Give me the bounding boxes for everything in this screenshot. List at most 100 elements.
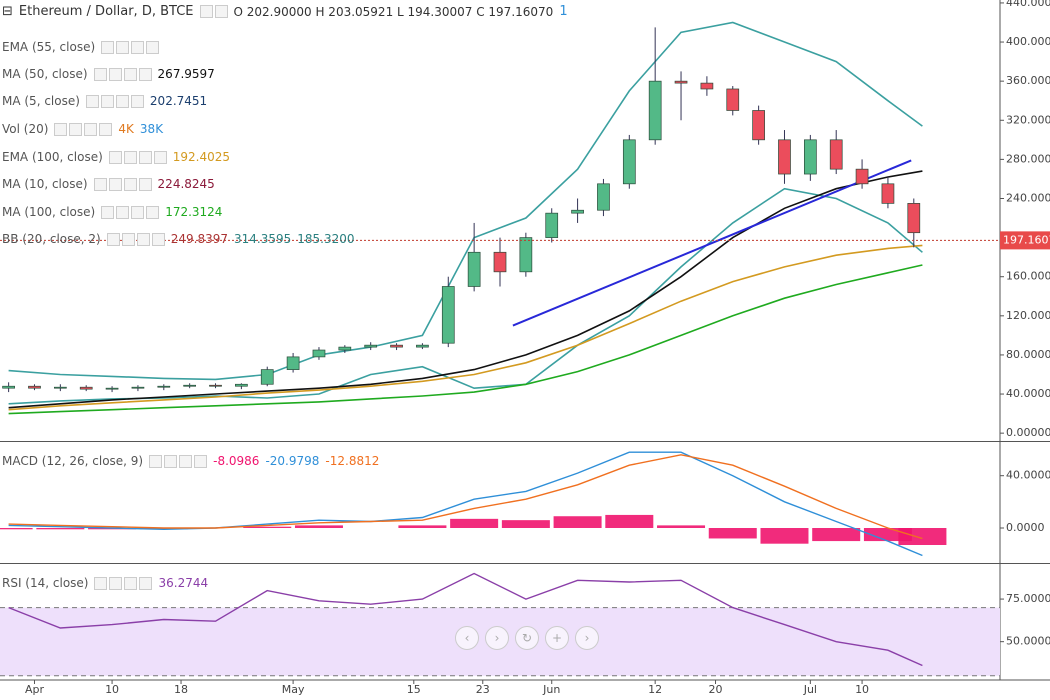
candle-body (752, 110, 765, 141)
x-tick-label: 20 (709, 683, 723, 696)
candle-body (493, 251, 507, 273)
macd-histogram-bar (553, 516, 602, 528)
indicator-line (8, 187, 923, 405)
indicator-name[interactable]: Vol (20) (2, 122, 49, 136)
x-tick-label: 23 (476, 683, 490, 696)
candle-body (597, 183, 610, 211)
zoom-out[interactable]: ‹ (455, 626, 479, 650)
indicator-name[interactable]: BB (20, close, 2) (2, 232, 101, 246)
ohlc: O 202.90000 H 203.05921 L 194.30007 C 19… (233, 4, 554, 19)
candle-body (260, 369, 274, 385)
indicator-legend: RSI (14, close) 36.2744 (2, 576, 208, 590)
candle-body (131, 386, 145, 389)
y-tick-label: 120.00000 (1006, 309, 1050, 322)
candle-body (778, 139, 791, 175)
indicator-value: 249.8397 (170, 232, 228, 246)
candle-body (312, 349, 326, 358)
y-tick-label: 160.00000 (1006, 270, 1050, 283)
candle-body (338, 346, 352, 351)
indicator-controls (93, 177, 152, 191)
last-price-tag (1000, 231, 1050, 250)
indicator-legend: MA (5, close) 202.7451 (2, 94, 207, 108)
y-tick-label: 80.00000 (1006, 348, 1050, 361)
symbol-title[interactable]: Ethereum / Dollar, D, BTCE (18, 4, 194, 19)
macd-histogram-bar (605, 514, 654, 528)
candle-body (907, 203, 921, 234)
indicator-legend: MA (100, close) 172.3124 (2, 205, 222, 219)
zoom-in[interactable]: + (545, 626, 569, 650)
indicator-controls (54, 122, 113, 136)
indicator-value: 36.2744 (158, 576, 209, 590)
indicator-value: 314.3595 (233, 232, 292, 246)
indicator-name[interactable]: EMA (100, close) (2, 150, 103, 164)
indicator-legend: EMA (100, close) 192.4025 (2, 150, 230, 164)
x-tick-label: Apr (25, 683, 45, 696)
reset[interactable]: ↻ (515, 626, 539, 650)
candle-body (519, 237, 533, 273)
indicator-value: 185.3200 (297, 232, 355, 246)
indicator-value: 202.7451 (149, 94, 208, 108)
scroll-right[interactable]: › (575, 626, 599, 650)
indicator-name[interactable]: MA (5, close) (2, 94, 80, 108)
scroll-left[interactable]: › (485, 626, 509, 650)
y-tick-label: 360.00000 (1006, 74, 1050, 87)
candle-body (803, 139, 817, 175)
indicator-name[interactable]: MA (100, close) (2, 205, 96, 219)
x-tick-label: Jun (542, 683, 560, 696)
macd-histogram-bar (760, 528, 809, 544)
collapse-icon[interactable]: ⊟ (2, 4, 13, 19)
candle-body (416, 344, 429, 348)
macd-histogram-bar (450, 518, 499, 528)
candle-body (364, 344, 378, 348)
candle-body (648, 80, 662, 141)
last-price-label: 197.16070 (1003, 233, 1050, 246)
indicator-value: -20.9798 (265, 454, 320, 468)
candle-body (829, 139, 843, 170)
indicator-value: -12.8812 (325, 454, 380, 468)
x-tick-label: 15 (407, 683, 421, 696)
macd-histogram-bar (501, 520, 550, 528)
candle-body (855, 168, 869, 185)
indicator-value: -8.0986 (213, 454, 260, 468)
candle-body (157, 385, 171, 388)
indicator-value: 224.8245 (157, 177, 215, 191)
candle-body (467, 251, 481, 287)
indicator-line (8, 572, 923, 667)
x-tick-label: 10 (105, 683, 119, 696)
indicator-name[interactable]: EMA (55, close) (2, 40, 96, 54)
indicator-legend: Vol (20) 4K 38K (2, 122, 163, 136)
candle-body (286, 356, 300, 370)
macd-histogram-bar (294, 525, 343, 528)
indicator-value: 192.4025 (172, 150, 231, 164)
x-tick-label: 12 (648, 683, 662, 696)
indicator-controls (101, 205, 160, 219)
indicator-value: 4K (118, 122, 134, 136)
candle-body (209, 384, 222, 387)
alerts-count[interactable]: 1 (559, 4, 568, 19)
indicator-line (512, 159, 912, 327)
indicator-legend: EMA (55, close) (2, 40, 160, 54)
candle-body (545, 212, 559, 238)
candle-body (881, 183, 895, 204)
macd-histogram-bar (36, 528, 85, 530)
candle-body (53, 386, 67, 389)
navigation: ‹ › ↻ + › (455, 626, 599, 650)
candle-body (183, 384, 197, 387)
y-tick-label: 40.0000 (1006, 469, 1050, 482)
indicator-controls (93, 67, 152, 81)
indicator-line (8, 451, 923, 557)
candle-body (28, 385, 41, 389)
indicator-name[interactable]: RSI (14, close) (2, 576, 89, 590)
macd-histogram-bar (812, 528, 861, 542)
indicator-name[interactable]: MA (50, close) (2, 67, 88, 81)
candle-body (105, 387, 119, 390)
indicator-name[interactable]: MA (10, close) (2, 177, 88, 191)
indicator-line (8, 454, 923, 540)
y-tick-label: 400.00000 (1006, 35, 1050, 48)
indicator-name[interactable]: MACD (12, 26, close, 9) (2, 454, 144, 468)
indicator-controls (108, 150, 167, 164)
x-tick-label: Jul (803, 683, 817, 696)
macd-histogram-bar (243, 526, 292, 528)
y-tick-label: 240.00000 (1006, 191, 1050, 204)
